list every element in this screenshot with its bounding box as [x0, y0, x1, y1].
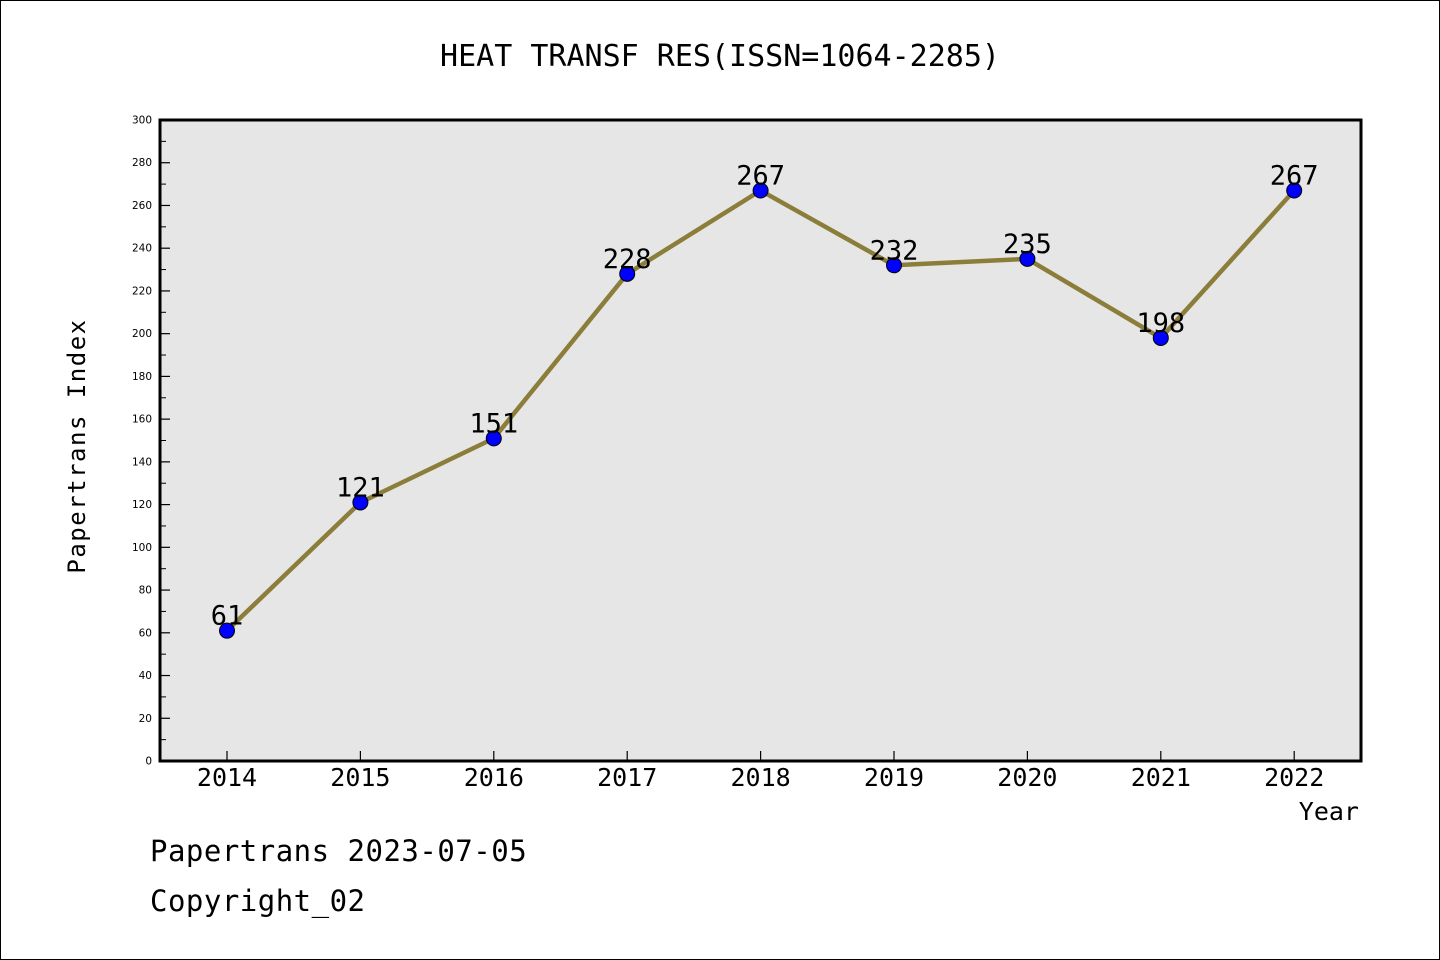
data-label: 235 [1003, 229, 1052, 260]
y-tick-label: 300 [132, 115, 152, 127]
y-tick-label: 20 [139, 713, 152, 725]
x-tick-label: 2015 [330, 763, 390, 792]
data-label: 267 [1270, 161, 1319, 192]
x-tick-label: 2019 [864, 763, 924, 792]
x-tick-label: 2016 [464, 763, 524, 792]
y-tick-label: 60 [139, 627, 152, 639]
data-point [219, 622, 235, 639]
data-label: 61 [211, 601, 244, 632]
data-labels: 61 121 151 228 267 232 235 198 267 [211, 161, 1319, 632]
footer-date-line: Papertrans 2023-07-05 [150, 834, 528, 868]
y-tick-label: 180 [132, 371, 152, 383]
data-label: 228 [603, 244, 652, 275]
data-point [352, 494, 369, 511]
plot-area [160, 120, 1361, 761]
data-label: 151 [469, 408, 518, 439]
x-tick-label: 2021 [1131, 763, 1191, 792]
data-point [752, 182, 769, 199]
data-label: 232 [870, 235, 919, 266]
x-axis-title: Year [1299, 797, 1359, 826]
data-point [1019, 250, 1036, 267]
y-tick-label: 140 [132, 456, 152, 468]
data-label: 198 [1136, 308, 1185, 339]
x-tick-label: 2014 [197, 763, 257, 792]
y-tick-label: 200 [132, 328, 152, 340]
data-point [485, 430, 502, 447]
data-label: 121 [336, 472, 385, 503]
y-tick-label: 160 [132, 414, 152, 426]
data-point [619, 265, 636, 282]
chart-title: HEAT TRANSF RES(ISSN=1064-2285) [440, 39, 1000, 74]
data-point [886, 257, 902, 274]
y-tick-label: 260 [132, 200, 152, 212]
data-point [1286, 182, 1303, 199]
y-tick-label: 100 [132, 542, 152, 554]
data-point [1152, 329, 1169, 346]
y-tick-label: 280 [132, 157, 152, 169]
x-tick-label: 2018 [730, 763, 790, 792]
x-axis: 2014 2015 2016 2017 2018 2019 2020 2021 2022 [197, 751, 1324, 792]
y-tick-label: 120 [132, 499, 152, 511]
y-tick-label: 80 [139, 585, 152, 597]
x-tick-label: 2020 [997, 763, 1057, 792]
x-tick-label: 2022 [1264, 763, 1324, 792]
x-tick-label: 2017 [597, 763, 657, 792]
y-axis: 0 20 40 60 80 100 120 140 160 180 200 220 240 260 280 3… [132, 115, 170, 768]
footer-copyright-line: Copyright_02 [150, 884, 366, 918]
plot-border [158, 118, 1363, 763]
series-layer [219, 182, 1303, 639]
y-tick-label: 240 [132, 243, 152, 255]
y-tick-label: 0 [145, 756, 152, 768]
y-tick-label: 220 [132, 285, 152, 297]
y-axis-title: Papertrans Index [63, 318, 91, 573]
data-label: 267 [736, 161, 785, 192]
y-tick-label: 40 [139, 670, 152, 682]
